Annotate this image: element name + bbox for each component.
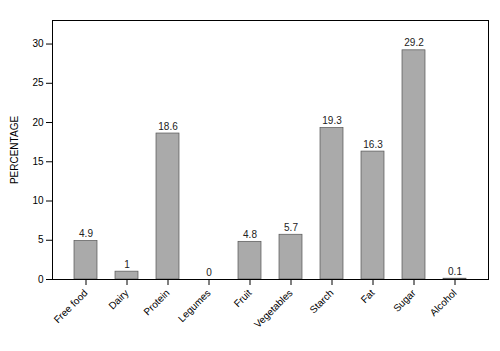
svg-text:Starch: Starch [307, 287, 335, 315]
svg-text:Legumes: Legumes [176, 287, 213, 324]
svg-text:10: 10 [32, 195, 44, 206]
svg-text:15: 15 [32, 156, 44, 167]
svg-text:20: 20 [32, 117, 44, 128]
svg-text:PERCENTAGE: PERCENTAGE [9, 116, 20, 184]
svg-text:4.8: 4.8 [243, 229, 257, 240]
svg-text:Vegetables: Vegetables [252, 287, 295, 330]
svg-text:30: 30 [32, 38, 44, 49]
svg-text:4.9: 4.9 [79, 228, 93, 239]
svg-text:Free food: Free food [52, 287, 90, 325]
svg-text:18.6: 18.6 [158, 121, 178, 132]
svg-text:19.3: 19.3 [322, 115, 342, 126]
svg-text:Alcohol: Alcohol [428, 287, 459, 318]
svg-text:16.3: 16.3 [363, 139, 383, 150]
svg-text:Dairy: Dairy [106, 287, 130, 311]
svg-text:29.2: 29.2 [404, 37, 424, 48]
svg-text:1: 1 [124, 259, 130, 270]
svg-text:5: 5 [38, 234, 44, 245]
svg-text:0.1: 0.1 [448, 266, 462, 277]
svg-text:0: 0 [206, 267, 212, 278]
svg-text:Protein: Protein [141, 287, 171, 317]
svg-text:25: 25 [32, 77, 44, 88]
svg-text:Fat: Fat [359, 287, 377, 305]
svg-text:0: 0 [38, 274, 44, 285]
svg-text:Fruit: Fruit [232, 287, 254, 309]
svg-text:Sugar: Sugar [391, 287, 418, 314]
svg-text:5.7: 5.7 [284, 222, 298, 233]
